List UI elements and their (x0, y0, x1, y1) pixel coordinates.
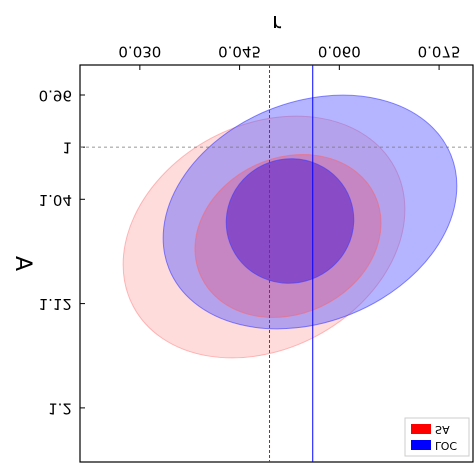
legend-swatch (411, 440, 431, 450)
y-tick-label: 1.04 (39, 191, 72, 209)
y-axis-label: A (10, 256, 35, 271)
y-tick-label: 1 (62, 139, 72, 157)
loc-inner-contour (225, 158, 355, 284)
legend-label: LOC (435, 439, 457, 452)
x-axis-label: r (272, 10, 282, 35)
y-tick-label: 1.2 (48, 399, 72, 417)
y-tick-label: 0.96 (39, 86, 72, 104)
plot-frame (79, 64, 474, 463)
legend-label: SA (435, 423, 450, 436)
contours (122, 94, 458, 359)
x-tick-label: 0.030 (118, 43, 161, 61)
x-tick-label: 0.075 (418, 43, 461, 61)
y-tick-label: 1.12 (39, 295, 72, 313)
legend-swatch (411, 424, 431, 434)
x-tick-label: 0.045 (218, 43, 261, 61)
x-tick-label: 0.060 (318, 43, 361, 61)
